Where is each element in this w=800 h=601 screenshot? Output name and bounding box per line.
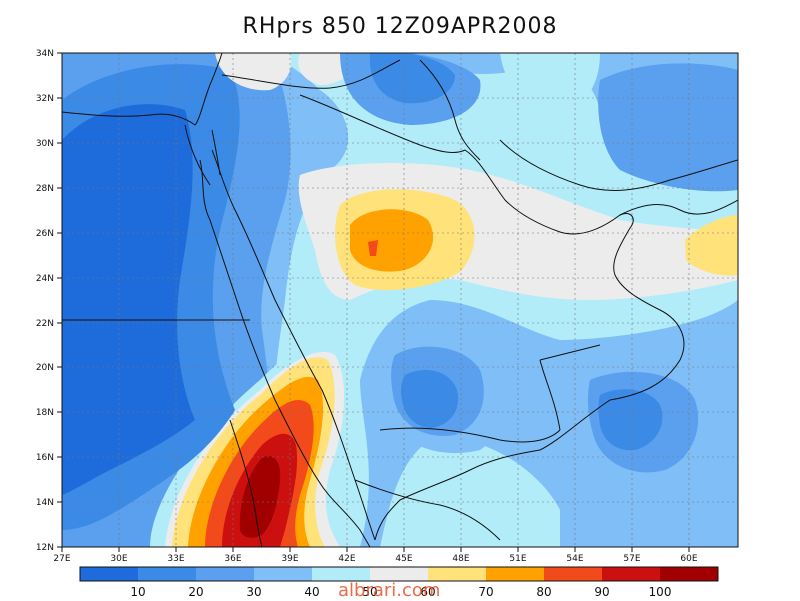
- colorbar-swatch: [254, 567, 312, 581]
- watermark: albrari.com: [338, 580, 441, 601]
- colorbar-label: 80: [536, 585, 551, 599]
- rh-field-110-south: [239, 456, 281, 538]
- colorbar-swatch: [486, 567, 544, 581]
- lat-tick-labels: 12N 14N 16N 18N 20N 22N 24N 26N 28N 30N …: [36, 49, 54, 553]
- colorbar-swatch: [544, 567, 602, 581]
- lon-tick-label: 30E: [110, 554, 127, 564]
- lon-tick-label: 54E: [566, 554, 583, 564]
- lon-tick-label: 51E: [509, 554, 526, 564]
- lat-tick-label: 30N: [36, 139, 54, 149]
- colorbar-label: 50: [362, 585, 377, 599]
- colorbar-frame: [79, 566, 719, 582]
- map-gridlines: [62, 53, 738, 547]
- lat-tick-label: 16N: [36, 453, 54, 463]
- lat-tick-label: 18N: [36, 408, 54, 418]
- colorbar-label: 10: [130, 585, 145, 599]
- lat-tick-label: 32N: [36, 94, 54, 104]
- colorbar-swatch: [660, 567, 718, 581]
- gulf-of-oman: [619, 199, 738, 216]
- rh-field-30-ne: [598, 63, 738, 192]
- lon-tick-label: 60E: [680, 554, 697, 564]
- colorbar-label: 20: [188, 585, 203, 599]
- lon-tick-label: 36E: [224, 554, 241, 564]
- iran-coast: [499, 139, 738, 191]
- rh-field-50b: [380, 438, 560, 547]
- colorbar-swatch: [138, 567, 196, 581]
- rh-field-60-top: [215, 53, 292, 91]
- border-syria: [221, 59, 401, 89]
- colorbar-label: 60: [420, 585, 435, 599]
- lat-tick-label: 24N: [36, 274, 54, 284]
- colorbar-swatch: [602, 567, 660, 581]
- arabia-south-coast: [374, 399, 611, 541]
- border-iraq: [299, 94, 466, 153]
- lat-tick-label: 26N: [36, 229, 54, 239]
- lon-tick-label: 33E: [167, 554, 184, 564]
- rh-field-20-north: [369, 53, 455, 104]
- lon-tick-labels: 27E 30E 33E 36E 39E 42E 45E 48E 51E 54E …: [53, 554, 697, 564]
- rh-field-50-top: [500, 53, 600, 110]
- lon-tick-label: 48E: [452, 554, 469, 564]
- horn-of-africa: [354, 479, 501, 541]
- colorbar-label: 100: [649, 585, 672, 599]
- axis-tick-marks: [57, 52, 690, 552]
- coastlines: [62, 53, 738, 547]
- lat-tick-label: 20N: [36, 363, 54, 373]
- plot-frame: [61, 52, 739, 548]
- rh-field-20-east: [598, 389, 663, 451]
- colorbar-label: 70: [478, 585, 493, 599]
- colorbar-label: 40: [304, 585, 319, 599]
- border-saudi-yemen: [379, 427, 561, 443]
- lon-tick-label: 57E: [623, 554, 640, 564]
- colorbar-label: 90: [594, 585, 609, 599]
- rh-field-80: [350, 209, 434, 272]
- lat-tick-label: 14N: [36, 498, 54, 508]
- rh-field-90-spot: [368, 240, 378, 256]
- lon-tick-label: 42E: [338, 554, 355, 564]
- colorbar-swatch: [370, 567, 428, 581]
- colorbar: 10 20 30 40 50 60 70 80 90 100: [79, 566, 719, 599]
- rh-field-70b: [685, 215, 738, 276]
- lon-tick-label: 39E: [281, 554, 298, 564]
- lat-tick-label: 34N: [36, 49, 54, 59]
- lat-tick-label: 28N: [36, 184, 54, 194]
- border-iraq-iran: [419, 59, 481, 161]
- red-sea-west-coast: [199, 159, 371, 547]
- colorbar-swatch: [312, 567, 370, 581]
- colorbar-swatch: [428, 567, 486, 581]
- colorbar-swatch: [196, 567, 254, 581]
- sinai-gulf: [184, 124, 221, 186]
- map-title: RHprs 850 12Z09APR2008: [242, 14, 558, 39]
- rh-field-10-west: [62, 104, 195, 496]
- lat-tick-label: 12N: [36, 543, 54, 553]
- border-sudan-ethiopia: [229, 419, 263, 547]
- colorbar-swatch: [80, 567, 138, 581]
- border-oman: [539, 344, 601, 431]
- rh-contour-fields: [62, 53, 738, 547]
- lat-tick-label: 22N: [36, 319, 54, 329]
- persian-gulf: [464, 149, 685, 401]
- colorbar-label: 30: [246, 585, 261, 599]
- rh-field-20-central: [401, 370, 459, 428]
- lon-tick-label: 27E: [53, 554, 70, 564]
- mediterranean-coast: [62, 53, 223, 126]
- lon-tick-label: 45E: [395, 554, 412, 564]
